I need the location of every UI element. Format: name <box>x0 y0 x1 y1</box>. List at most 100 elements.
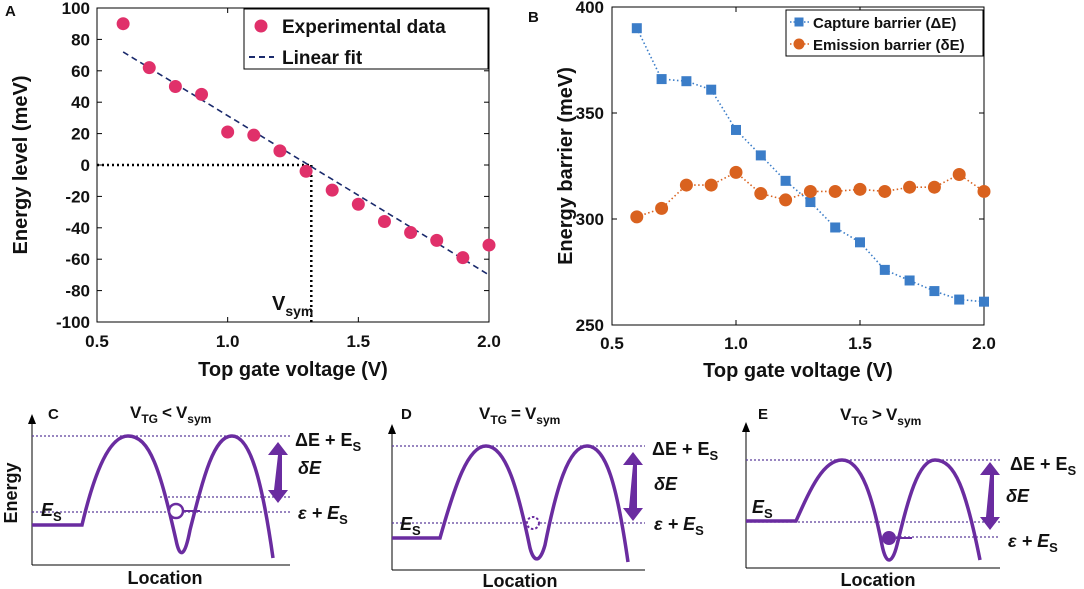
chart-a-point <box>116 17 130 31</box>
chart-b-ytick-label: 300 <box>576 210 604 229</box>
diagram-e: E VTG > Vsym Location ES ΔE + ES δE ε + ES <box>742 405 1076 589</box>
chart-b-emission-point <box>679 178 693 192</box>
chart-b-ylabel: Energy barrier (meV) <box>555 67 577 265</box>
diagram-d-title: VTG = Vsym <box>479 404 560 427</box>
chart-b-capture-point <box>731 124 741 135</box>
diagram-e-filled-trap <box>882 531 896 545</box>
diagram-d-trap <box>526 516 540 530</box>
chart-a-xtick-label: 1.5 <box>347 332 371 351</box>
chart-a-ytick-label: 20 <box>71 125 90 144</box>
diagram-c-location-label: Location <box>128 568 203 588</box>
diagram-e-location-label: Location <box>841 570 916 589</box>
diagram-d-delta-arrow <box>623 452 643 521</box>
legend-capture: Capture barrier (ΔE) <box>813 15 956 32</box>
chart-a-ytick-label: -80 <box>65 282 90 301</box>
chart-b-capture-point <box>631 23 642 34</box>
chart-a-point <box>325 183 339 197</box>
chart-b: 0.5 1.0 1.5 2.0 400 350 300 250 Top gate voltag… <box>555 0 996 382</box>
chart-b-capture-point <box>706 84 717 95</box>
chart-a-fit-line <box>122 51 490 276</box>
diagram-c-delta-small: δE <box>298 458 322 478</box>
legend-marker-experimental <box>254 19 268 33</box>
diagram-c-es: ES <box>41 500 62 524</box>
diagram-d-potential-curve <box>392 444 630 563</box>
chart-b-capture-point <box>780 175 791 186</box>
chart-a-xtick-label: 1.0 <box>216 332 240 351</box>
diagram-c-energy-label: Energy <box>1 462 21 523</box>
chart-b-emission-point <box>803 184 817 198</box>
diagram-d-y-arrow <box>388 424 396 434</box>
diagram-c: C VTG < Vsym Energy Location ES ΔE + ES δE… <box>1 403 361 588</box>
panel-a-label: A <box>5 3 16 20</box>
panel-b-label: B <box>528 9 539 26</box>
diagram-e-delta-arrow <box>980 462 1000 530</box>
chart-a-ylabel: Energy level (meV) <box>10 76 32 255</box>
panel-d-label: D <box>401 406 412 423</box>
diagram-c-potential-curve <box>32 434 275 559</box>
chart-b-capture-point <box>830 222 841 233</box>
diagram-c-y-arrow <box>28 414 36 424</box>
chart-b-emission-point <box>977 184 991 198</box>
chart-a-legend: Experimental data Linear fit <box>243 8 489 70</box>
chart-a-point <box>168 80 182 93</box>
chart-a-point <box>482 238 496 252</box>
chart-a-point <box>377 215 391 229</box>
chart-b-xtick-label: 2.0 <box>972 334 996 353</box>
diagram-c-delta-top: ΔE + ES <box>295 430 361 454</box>
chart-b-capture-point <box>855 237 865 248</box>
legend-fit: Linear fit <box>282 48 363 69</box>
chart-b-emission-point <box>903 180 917 194</box>
chart-a-ytick-label: 100 <box>62 0 90 18</box>
chart-a-point <box>247 128 261 142</box>
chart-a-point <box>221 125 235 139</box>
chart-b-emission-point <box>878 184 892 198</box>
chart-b-capture-point <box>879 264 890 275</box>
chart-a-point <box>299 164 313 178</box>
chart-b-emission-point <box>853 182 867 196</box>
chart-a-ytick-label: -100 <box>56 313 90 332</box>
diagram-d-delta-top: ΔE + ES <box>652 439 718 463</box>
chart-a: 0.5 1.0 1.5 2.0 100 80 60 40 20 0 -20 -40 -60 -80 -100… <box>10 0 501 381</box>
chart-b-capture-point <box>681 76 692 87</box>
chart-a-point <box>142 61 156 75</box>
chart-b-legend: Capture barrier (ΔE) Emission barrier (δ… <box>785 9 984 57</box>
chart-a-ytick-label: 40 <box>71 93 90 112</box>
diagram-c-delta-arrow <box>268 442 288 503</box>
diagram-e-delta-small: δE <box>1006 486 1030 506</box>
legend-marker-capture <box>794 17 804 27</box>
diagram-d-es: ES <box>400 514 421 538</box>
chart-b-capture-point <box>805 197 816 208</box>
chart-b-emission-point <box>828 184 842 198</box>
chart-b-xtick-label: 1.5 <box>848 334 872 353</box>
chart-b-xtick-label: 0.5 <box>600 334 624 353</box>
chart-a-point <box>351 197 365 211</box>
chart-a-ytick-label: 80 <box>71 30 90 49</box>
chart-b-emission-point <box>630 210 644 224</box>
chart-b-emission-point <box>655 201 669 215</box>
chart-b-capture-point <box>755 150 766 161</box>
diagram-e-eps: ε + ES <box>1008 531 1058 555</box>
chart-b-emission-point <box>779 193 793 207</box>
chart-b-emission-point <box>729 165 743 179</box>
chart-b-ytick-label: 400 <box>576 0 604 17</box>
diagram-c-eps: ε + ES <box>298 503 348 527</box>
diagram-d-location-label: Location <box>483 571 558 589</box>
chart-b-capture-point <box>904 275 915 286</box>
chart-a-xlabel: Top gate voltage (V) <box>198 359 388 381</box>
chart-b-emission-point <box>927 180 941 194</box>
chart-a-point <box>456 251 470 265</box>
chart-a-point <box>273 144 287 158</box>
chart-a-ytick-label: 60 <box>71 62 90 81</box>
diagram-d-eps: ε + ES <box>654 514 704 538</box>
diagram-e-title: VTG > Vsym <box>840 405 921 428</box>
diagram-c-empty-trap <box>167 502 185 520</box>
chart-a-ytick-label: 0 <box>81 156 90 175</box>
legend-experimental: Experimental data <box>282 17 446 38</box>
chart-b-capture-point <box>954 294 965 305</box>
chart-b-capture-point <box>929 286 940 297</box>
diagram-e-delta-top: ΔE + ES <box>1010 454 1076 478</box>
chart-a-xtick-label: 0.5 <box>85 332 109 351</box>
legend-emission: Emission barrier (δE) <box>813 37 965 54</box>
chart-b-capture-point <box>656 74 667 85</box>
